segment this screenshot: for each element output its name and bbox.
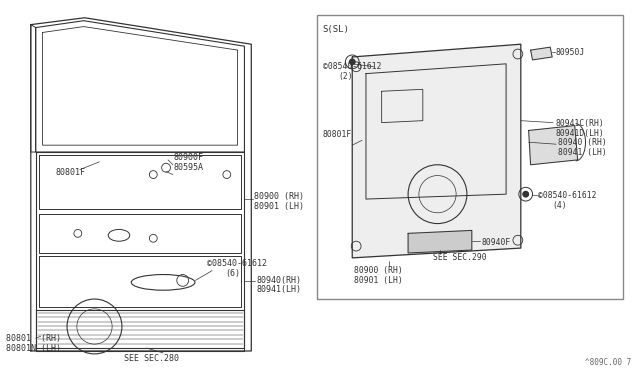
Circle shape [522,191,529,198]
Text: 80801F: 80801F [323,131,352,140]
Text: 80900 (RH): 80900 (RH) [354,266,403,275]
Text: ©08540-61612: ©08540-61612 [207,259,267,268]
Text: 80941C(RH): 80941C(RH) [555,119,604,128]
Text: (6): (6) [225,269,240,278]
Text: 80950J: 80950J [555,48,584,57]
Text: 80801F: 80801F [55,168,85,177]
Text: 80901 (LH): 80901 (LH) [254,202,304,211]
Text: 80940 (RH): 80940 (RH) [558,138,607,147]
Text: 80941 (LH): 80941 (LH) [558,148,607,157]
Polygon shape [352,44,521,258]
Text: 80900 (RH): 80900 (RH) [254,192,304,201]
Polygon shape [531,47,552,60]
Text: SEE SEC.280: SEE SEC.280 [124,354,179,363]
Text: 80940(RH): 80940(RH) [256,276,301,285]
Text: 80801  (RH): 80801 (RH) [6,334,61,343]
Bar [317,15,623,299]
Text: (2): (2) [339,72,353,81]
Text: 80901 (LH): 80901 (LH) [354,276,403,285]
Text: (4): (4) [552,201,567,210]
Polygon shape [408,230,472,253]
Text: 80900F: 80900F [174,153,204,162]
Text: S(SL): S(SL) [323,25,349,33]
Text: 80941D(LH): 80941D(LH) [555,128,604,138]
Polygon shape [529,126,578,165]
Text: 80940F: 80940F [482,238,511,247]
Text: 80801N (LH): 80801N (LH) [6,344,61,353]
Text: 80595A: 80595A [174,163,204,172]
Text: SEE SEC.290: SEE SEC.290 [433,253,486,262]
Text: 80941(LH): 80941(LH) [256,285,301,294]
Text: ©08540-61612: ©08540-61612 [538,191,597,200]
Text: ©08540-61612: ©08540-61612 [323,62,381,71]
Circle shape [349,58,356,65]
Text: ^809C.00 7: ^809C.00 7 [584,358,631,367]
